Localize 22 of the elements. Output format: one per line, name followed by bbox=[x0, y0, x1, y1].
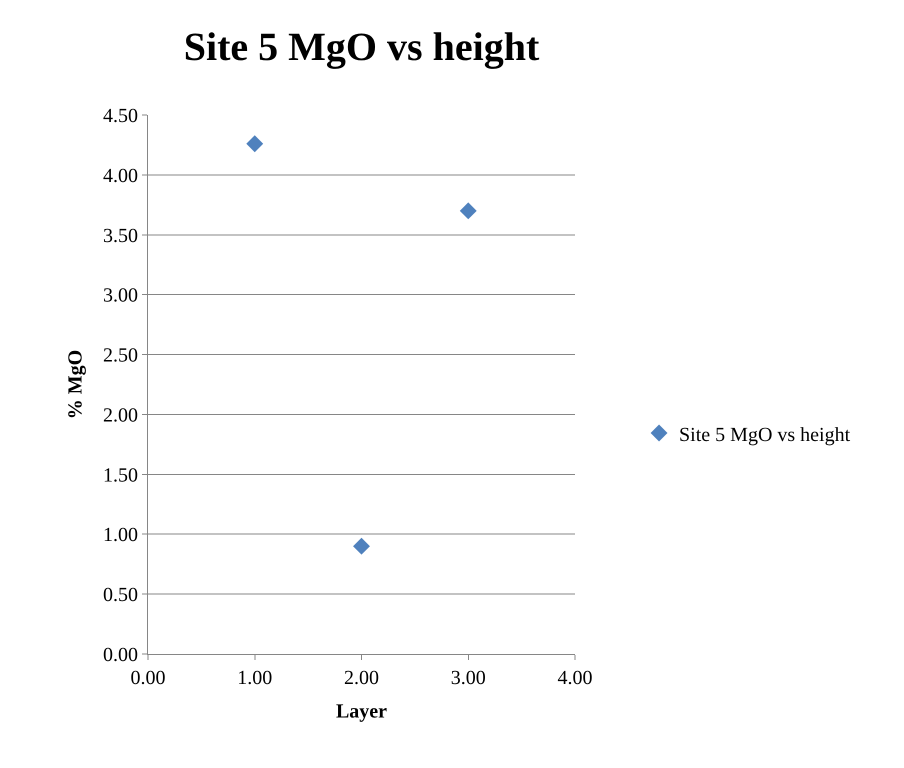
x-tick-label: 1.00 bbox=[237, 667, 272, 689]
y-tick-label: 0.50 bbox=[103, 584, 138, 606]
x-tick-label: 3.00 bbox=[450, 667, 486, 689]
x-tick-label: 4.00 bbox=[558, 667, 592, 689]
y-tick-label: 2.50 bbox=[103, 344, 138, 367]
y-tick-label: 1.50 bbox=[103, 464, 138, 486]
legend-label: Site 5 MgO vs height bbox=[679, 424, 851, 446]
point bbox=[460, 202, 477, 220]
y-tick-label: 3.00 bbox=[103, 284, 138, 307]
x-tick-label: 2.00 bbox=[344, 667, 379, 689]
point bbox=[353, 538, 370, 555]
y-tick-label: 4.50 bbox=[103, 105, 138, 127]
y-tick-label: 0.00 bbox=[103, 644, 138, 666]
y-tick-label: 1.00 bbox=[103, 524, 138, 546]
y-axis-title: % MgO bbox=[64, 350, 86, 420]
y-tick-label: 3.50 bbox=[103, 224, 138, 247]
point bbox=[246, 135, 264, 152]
y-tick-label: 2.00 bbox=[103, 404, 138, 426]
x-axis-title: Layer bbox=[336, 700, 388, 722]
chart-title: Site 5 MgO vs height bbox=[184, 24, 540, 70]
x-tick-label: 0.00 bbox=[130, 667, 166, 689]
y-tick-label: 4.00 bbox=[103, 164, 138, 187]
